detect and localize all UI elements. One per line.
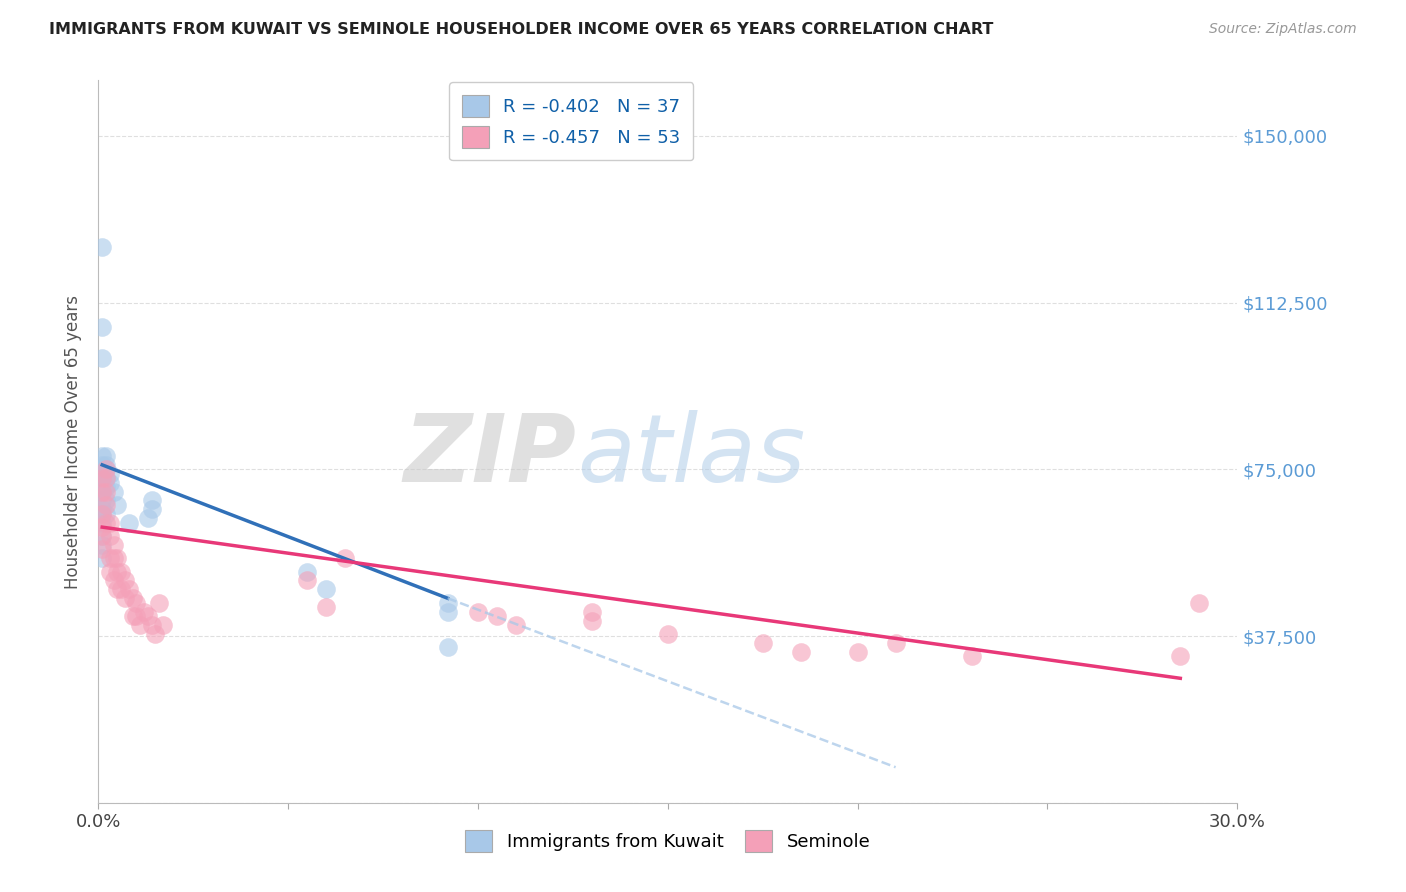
Point xyxy=(752,636,775,650)
Point xyxy=(136,511,159,525)
Point xyxy=(110,582,132,597)
Point xyxy=(1188,596,1211,610)
Point xyxy=(94,493,117,508)
Point xyxy=(91,529,114,543)
Point xyxy=(98,529,121,543)
Y-axis label: Householder Income Over 65 years: Householder Income Over 65 years xyxy=(65,294,83,589)
Point xyxy=(91,507,114,521)
Point xyxy=(136,609,159,624)
Point xyxy=(129,618,152,632)
Point xyxy=(436,640,458,655)
Point xyxy=(91,484,114,499)
Text: IMMIGRANTS FROM KUWAIT VS SEMINOLE HOUSEHOLDER INCOME OVER 65 YEARS CORRELATION : IMMIGRANTS FROM KUWAIT VS SEMINOLE HOUSE… xyxy=(49,22,994,37)
Point xyxy=(94,507,117,521)
Point xyxy=(91,542,114,557)
Point xyxy=(141,502,163,516)
Point xyxy=(118,582,141,597)
Point xyxy=(846,645,869,659)
Point xyxy=(91,320,114,334)
Point xyxy=(315,582,337,597)
Point xyxy=(91,462,114,476)
Point xyxy=(107,498,129,512)
Point xyxy=(121,591,143,606)
Point xyxy=(91,458,114,472)
Point xyxy=(91,467,114,481)
Point xyxy=(121,609,143,624)
Point xyxy=(91,240,114,254)
Point xyxy=(436,596,458,610)
Text: ZIP: ZIP xyxy=(404,410,576,502)
Point xyxy=(118,516,141,530)
Point xyxy=(94,480,117,494)
Point xyxy=(91,538,114,552)
Point xyxy=(91,529,114,543)
Point xyxy=(141,618,163,632)
Point xyxy=(581,605,603,619)
Point xyxy=(94,471,117,485)
Point xyxy=(110,565,132,579)
Point xyxy=(141,493,163,508)
Point xyxy=(103,551,125,566)
Point xyxy=(315,600,337,615)
Point xyxy=(94,462,117,476)
Point xyxy=(125,609,148,624)
Point xyxy=(98,516,121,530)
Point xyxy=(91,351,114,366)
Point xyxy=(114,591,136,606)
Point xyxy=(94,471,117,485)
Point xyxy=(148,596,170,610)
Point xyxy=(94,462,117,476)
Point xyxy=(790,645,813,659)
Point xyxy=(505,618,527,632)
Point xyxy=(145,627,167,641)
Point xyxy=(91,475,114,490)
Point xyxy=(91,516,114,530)
Point xyxy=(960,649,983,664)
Point xyxy=(297,574,319,588)
Legend: Immigrants from Kuwait, Seminole: Immigrants from Kuwait, Seminole xyxy=(458,822,877,859)
Point xyxy=(107,551,129,566)
Point xyxy=(94,449,117,463)
Point xyxy=(152,618,174,632)
Point xyxy=(91,484,114,499)
Point xyxy=(91,551,114,566)
Text: atlas: atlas xyxy=(576,410,806,501)
Point xyxy=(94,516,117,530)
Text: Source: ZipAtlas.com: Source: ZipAtlas.com xyxy=(1209,22,1357,37)
Point xyxy=(91,471,114,485)
Point xyxy=(103,538,125,552)
Point xyxy=(114,574,136,588)
Point xyxy=(103,574,125,588)
Point xyxy=(884,636,907,650)
Point xyxy=(98,565,121,579)
Point xyxy=(132,605,155,619)
Point xyxy=(107,582,129,597)
Point xyxy=(486,609,509,624)
Point xyxy=(91,493,114,508)
Point xyxy=(467,605,489,619)
Point xyxy=(91,520,114,534)
Point xyxy=(436,605,458,619)
Point xyxy=(91,471,114,485)
Point xyxy=(581,614,603,628)
Point xyxy=(91,449,114,463)
Point xyxy=(91,507,114,521)
Point xyxy=(1170,649,1192,664)
Point xyxy=(94,498,117,512)
Point xyxy=(297,565,319,579)
Point xyxy=(94,458,117,472)
Point xyxy=(98,551,121,566)
Point xyxy=(335,551,357,566)
Point xyxy=(125,596,148,610)
Point xyxy=(91,502,114,516)
Point xyxy=(107,565,129,579)
Point xyxy=(94,484,117,499)
Point xyxy=(103,484,125,499)
Point xyxy=(98,475,121,490)
Point xyxy=(98,467,121,481)
Point xyxy=(657,627,679,641)
